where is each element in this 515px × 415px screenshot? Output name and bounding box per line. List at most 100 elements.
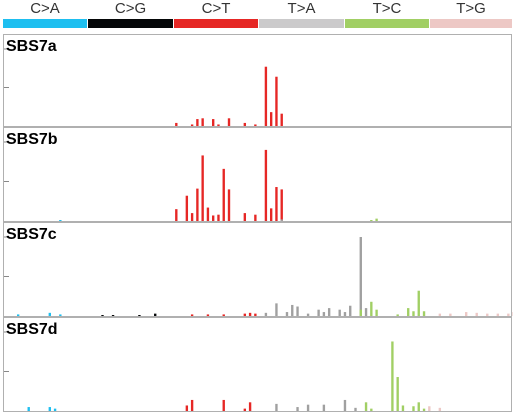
sbs7d-bar-CA-4 — [27, 407, 30, 411]
sbs7c-bar-CG-4 — [111, 315, 115, 316]
sbs7c-bar-TA-6 — [291, 304, 294, 316]
header-bar-c-t — [174, 19, 258, 28]
sbs7d-bar-TA-18 — [354, 407, 357, 411]
panel-sbs7c-plot — [4, 236, 513, 316]
sbs7c-bar-TG-4 — [449, 313, 452, 316]
sbs7c-bar-TG-2 — [438, 313, 442, 316]
sbs7c-bar-TA-20 — [364, 308, 368, 316]
sbs7a-bar-CT-10 — [227, 118, 231, 126]
sbs7a-bar-CT-0 — [175, 122, 178, 126]
sbs7c-bar-TA-5 — [285, 312, 289, 316]
sbs7c-bar-TA-3 — [275, 303, 278, 316]
sbs7b-bar-CT-17 — [264, 149, 268, 221]
sbs7c-bar-TG-7 — [465, 312, 468, 316]
sbs7d-bar-TC-14 — [417, 402, 420, 411]
sbs7b-bar-CT-3 — [190, 213, 194, 221]
sbs7c-bar-CT-15 — [254, 313, 257, 316]
sbs7d-bar-TA-9 — [306, 404, 310, 411]
header-label-t-g: T>G — [456, 0, 486, 17]
panel-sbs7a-plot — [4, 48, 283, 126]
header-bar-c-a — [3, 19, 87, 28]
sbs7c-bar-TA-16 — [343, 312, 347, 316]
panel-sbs7b-plot — [4, 141, 378, 221]
sbs7b-bar-CT-2 — [185, 195, 189, 221]
sbs7c-bar-TA-19 — [359, 237, 362, 316]
sbs7d-bar-TA-7 — [296, 407, 299, 411]
sbs7d-bar-CA-9 — [53, 408, 57, 411]
sbs7b-bar-CT-6 — [206, 207, 210, 221]
sbs7d-bar-TA-3 — [275, 403, 278, 411]
header-label-c-a: C>A — [30, 0, 60, 17]
sbs7c-bar-TC-6 — [375, 309, 378, 316]
sbs7d-bar-TC-9 — [391, 341, 394, 411]
sbs7b-bar-TC-6 — [375, 218, 378, 221]
sbs7d-bar-CT-14 — [248, 402, 252, 411]
sbs7c-bar-TA-13 — [327, 308, 331, 316]
sbs7b-bar-CT-13 — [243, 213, 247, 221]
sbs7b-bar-TC-5 — [370, 220, 373, 221]
panel-sbs7b-title: SBS7b — [6, 131, 58, 148]
sbs7c-bar-CG-9 — [138, 315, 141, 316]
sbs7c-bar-TA-17 — [349, 305, 352, 316]
sbs7b-bar-CT-0 — [175, 209, 178, 221]
sbs7b-bar-CT-10 — [227, 189, 231, 221]
sbs7b-bar-CT-5 — [201, 155, 204, 221]
sbs7c-bar-TG-15 — [507, 313, 510, 316]
panel-sbs7d-title: SBS7d — [6, 321, 58, 338]
sbs7b-bar-CT-8 — [217, 214, 220, 221]
sbs7c-bar-TA-11 — [317, 309, 320, 316]
sbs7d-bar-TG-0 — [428, 406, 431, 411]
sbs7b-bar-CT-20 — [280, 189, 283, 221]
sbs7b-bar-CT-15 — [254, 214, 257, 221]
sbs7c-bar-TG-13 — [496, 313, 500, 316]
header-bar-t-a — [259, 19, 344, 28]
sbs7c-bar-TC-13 — [412, 311, 415, 316]
sbs7b-bar-CA-10 — [59, 220, 62, 221]
header-label-t-c: T>C — [372, 0, 402, 17]
sbs7c-bar-TA-12 — [322, 312, 326, 316]
panel-sbs7a-title: SBS7a — [6, 38, 57, 55]
panel-sbs7d-plot — [4, 331, 442, 411]
sbs7d-bar-TA-12 — [322, 404, 326, 411]
sbs7a-bar-CT-4 — [196, 119, 199, 126]
sbs7c-bar-TC-15 — [422, 311, 426, 316]
sbs7c-bar-CG-2 — [101, 315, 104, 316]
panel-sbs7c-title: SBS7c — [6, 226, 57, 243]
panel-sbs7d: SBS7d — [3, 317, 512, 412]
sbs7d-bar-TC-11 — [401, 405, 405, 411]
header-bar-t-g — [430, 19, 512, 28]
sbs7c-bar-TG-9 — [475, 312, 478, 316]
sbs7d-bar-TC-5 — [370, 408, 373, 411]
sbs7d-bar-CA-8 — [48, 407, 51, 411]
sbs7d-bar-CT-2 — [185, 405, 189, 411]
sbs7d-bar-CT-9 — [222, 399, 225, 411]
sbs7c-bar-TC-12 — [407, 308, 410, 316]
sbs7c-bar-TC-14 — [417, 290, 420, 316]
panel-sbs7c: SBS7c — [3, 222, 513, 317]
sbs7d-bar-TA-16 — [343, 399, 347, 411]
sbs7d-bar-TC-13 — [412, 406, 415, 411]
sbs7a-bar-CT-20 — [280, 113, 283, 126]
sbs7d-bar-CT-13 — [243, 408, 247, 411]
sbs7c-bar-TC-10 — [396, 314, 399, 316]
sbs7c-bar-CA-10 — [59, 314, 62, 316]
sbs7c-bar-CT-13 — [243, 313, 247, 316]
sbs7a-bar-CT-7 — [212, 119, 215, 126]
sbs7a-bar-CT-18 — [269, 112, 273, 126]
sbs7c-bar-CG-12 — [154, 313, 157, 316]
header-bar-c-g — [88, 19, 173, 28]
sbs7d-bar-CT-3 — [190, 399, 194, 411]
sbs7a-bar-CT-8 — [217, 124, 220, 126]
sbs7c-bar-TG-16 — [512, 312, 513, 316]
panel-sbs7b: SBS7b — [3, 127, 512, 222]
sbs7c-bar-TA-15 — [338, 309, 341, 316]
sbs7c-bar-TC-5 — [370, 301, 373, 316]
header-bar-t-c — [345, 19, 429, 28]
sbs7c-bar-TA-7 — [296, 306, 299, 316]
sbs7b-bar-CT-9 — [222, 168, 225, 221]
panel-sbs7a: SBS7a — [3, 34, 512, 127]
header-label-t-a: T>A — [287, 0, 316, 17]
sbs7d-bar-TC-10 — [396, 377, 399, 411]
sbs7a-bar-CT-3 — [190, 124, 194, 126]
